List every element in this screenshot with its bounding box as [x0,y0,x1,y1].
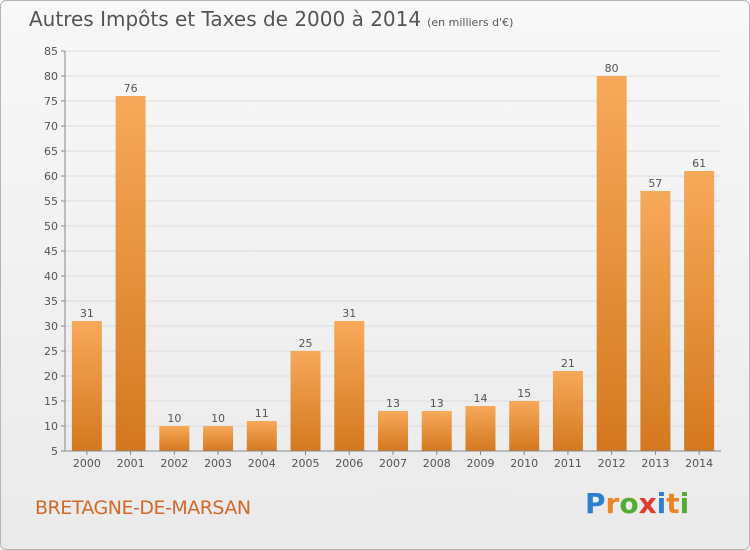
data-label-2010: 15 [517,387,531,400]
x-tick-label-2011: 2011 [554,457,582,470]
bar-2002 [159,426,190,451]
y-tick-label: 25 [44,345,58,358]
data-label-2006: 31 [342,307,356,320]
x-tick-label-2009: 2009 [466,457,494,470]
x-tick-label-2012: 2012 [598,457,626,470]
data-label-2007: 13 [386,397,400,410]
y-tick-label: 35 [44,295,58,308]
data-label-2003: 10 [211,412,225,425]
bar-2009 [465,406,496,451]
bar-2000 [71,321,102,451]
logo-letter: i [679,487,690,520]
data-label-2004: 11 [255,407,269,420]
x-tick-label-2001: 2001 [117,457,145,470]
y-tick-label: 15 [44,395,58,408]
bar-2006 [334,321,365,451]
x-tick-label-2007: 2007 [379,457,407,470]
chart-title: Autres Impôts et Taxes de 2000 à 2014 (en… [29,7,513,31]
bar-2014 [684,171,715,451]
chart-unit: (en milliers d'€) [427,16,514,29]
y-tick-label: 85 [44,45,58,58]
x-axis: 2000 2001 2002 2003 2004 2005 2006 2007 2008 2009… [65,450,721,470]
data-label-2011: 21 [561,357,575,370]
bar-2005 [290,351,321,451]
logo-letter: i [656,487,667,520]
data-label-2008: 13 [430,397,444,410]
x-tick-label-2014: 2014 [685,457,713,470]
y-tick-label: 50 [44,220,58,233]
y-tick-label: 10 [44,420,58,433]
data-label-2001: 76 [124,82,138,95]
proxiti-logo[interactable]: Proxiti [585,487,689,520]
logo-letter: r [605,487,620,520]
logo-letter: x [638,487,657,520]
y-tick-label: 45 [44,245,58,258]
chart-title-text: Autres Impôts et Taxes de 2000 à 2014 [29,7,422,31]
bar-2011 [552,371,583,451]
y-tick-label: 75 [44,95,58,108]
y-tick-label: 30 [44,320,58,333]
x-tick-label-2005: 2005 [292,457,320,470]
logo-letter: P [585,487,606,520]
x-tick-label-2003: 2003 [204,457,232,470]
bar-2007 [378,411,408,451]
x-tick-label-2006: 2006 [335,457,363,470]
bar-2003 [203,426,234,451]
data-label-2009: 14 [473,392,487,405]
bar-2012 [596,76,627,451]
data-label-2013: 57 [648,177,662,190]
data-label-2014: 61 [692,157,706,170]
location-name: BRETAGNE-DE-MARSAN [35,497,251,519]
y-tick-label: 70 [44,120,58,133]
y-tick-label: 55 [44,195,58,208]
y-tick-label: 20 [44,370,58,383]
x-tick-label-2010: 2010 [510,457,538,470]
data-label-2002: 10 [167,412,181,425]
x-tick-label-2002: 2002 [160,457,188,470]
y-tick-label: 40 [44,270,58,283]
bar-2008 [421,411,452,451]
data-label-2000: 31 [80,307,94,320]
x-tick-label-2000: 2000 [73,457,101,470]
x-tick-label-2013: 2013 [641,457,669,470]
bars: 31 76 10 10 11 25 31 13 13 14 15 21 80 57 61 [71,62,715,451]
bar-2010 [509,401,540,451]
x-tick-label-2008: 2008 [423,457,451,470]
y-tick-label: 60 [44,170,58,183]
bar-2013 [640,191,671,451]
y-tick-label: 5 [51,445,58,458]
bar-2001 [115,96,146,451]
bar-2004 [246,421,277,451]
y-tick-label: 80 [44,70,58,83]
logo-letter: o [619,487,639,520]
y-axis: 5 10 15 20 25 30 35 40 45 50 55 60 65 70 75 80 85 [44,45,66,458]
x-tick-label-2004: 2004 [248,457,276,470]
y-tick-label: 65 [44,145,58,158]
data-label-2012: 80 [605,62,619,75]
logo-letter: t [666,487,680,520]
data-label-2005: 25 [299,337,313,350]
